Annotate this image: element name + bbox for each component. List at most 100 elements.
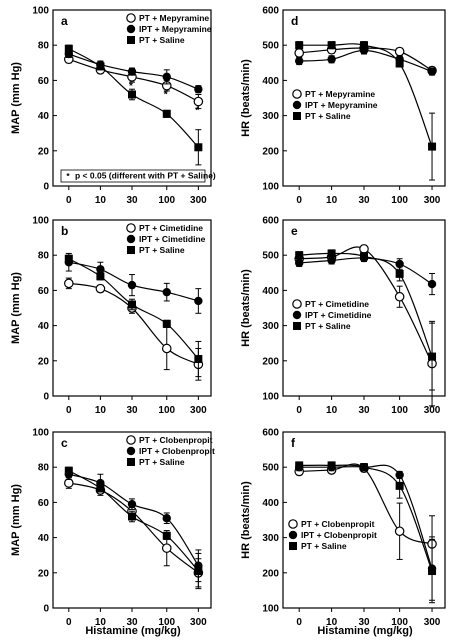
data-point — [162, 319, 171, 328]
x-tick-label: 30 — [358, 617, 370, 628]
y-tick-label: 500 — [262, 41, 279, 52]
x-tick-label: 0 — [66, 617, 72, 628]
x-tick-label: 10 — [326, 195, 338, 206]
data-point — [327, 461, 336, 470]
data-point — [327, 249, 336, 258]
chart-panel-c: 0 20 40 60 80 100 0 10 30 100 300 MAP (mm Hg) c PT + … — [10, 428, 215, 629]
y-tick-label: 100 — [32, 6, 49, 17]
y-tick-label: 0 — [43, 182, 49, 193]
y-tick-label: 600 — [262, 428, 279, 439]
series-circle-open — [64, 477, 204, 588]
x-tick-label: 10 — [326, 617, 338, 628]
data-point — [295, 461, 304, 470]
panel-label: a — [61, 14, 68, 28]
y-tick-label: 40 — [38, 321, 50, 332]
y-tick-label: 500 — [262, 251, 279, 262]
data-point — [96, 265, 105, 274]
y-tick-label: 200 — [262, 568, 279, 579]
chart-panel-a: 0 20 40 60 80 100 0 10 30 100 300 MAP (mm Hg) a PT + … — [10, 6, 216, 207]
data-point — [395, 269, 404, 278]
legend-label: PT + Saline — [139, 245, 185, 255]
legend-label: PT + Mepyramine — [305, 89, 375, 99]
data-point — [327, 41, 336, 50]
data-point — [162, 531, 171, 540]
y-tick-label: 80 — [38, 463, 50, 474]
x-tick-label: 300 — [190, 617, 207, 628]
panel-label: e — [291, 224, 298, 238]
data-point — [162, 514, 171, 523]
footnote-symbol: * — [66, 171, 70, 181]
y-tick-label: 600 — [262, 216, 279, 227]
legend-label: IPT + Mepyramine — [139, 24, 212, 34]
footnote-box — [60, 169, 206, 183]
data-point — [194, 85, 203, 94]
x-tick-label: 300 — [424, 405, 441, 416]
data-point — [64, 478, 74, 488]
y-tick-label: 300 — [262, 533, 279, 544]
y-tick-label: 40 — [38, 533, 50, 544]
data-point — [295, 258, 304, 268]
x-tick-label: 0 — [66, 195, 72, 206]
significance-asterisk: * — [164, 90, 168, 101]
series-square-filled — [64, 254, 203, 378]
data-point — [428, 567, 437, 576]
series-square-filled — [64, 44, 203, 166]
data-point — [295, 41, 304, 50]
y-tick-label: 80 — [38, 41, 50, 52]
y-tick-label: 0 — [43, 604, 49, 615]
data-point — [127, 499, 137, 509]
y-tick-label: 200 — [262, 146, 279, 157]
data-point — [128, 90, 136, 99]
data-point — [194, 355, 203, 364]
data-point — [194, 143, 203, 152]
data-point — [360, 252, 368, 261]
x-tick-label: 30 — [126, 405, 138, 416]
series-square-filled — [295, 249, 437, 391]
panel-label: d — [291, 14, 298, 28]
data-point — [360, 463, 368, 472]
y-tick-label: 300 — [262, 321, 279, 332]
legend-label: PT + Mepyramine — [139, 13, 209, 23]
legend-marker — [288, 519, 298, 529]
legend-label: IPT + Clobenpropit — [139, 446, 215, 456]
y-tick-label: 80 — [38, 251, 50, 262]
x-tick-label: 0 — [296, 405, 302, 416]
significance-asterisk: * — [129, 81, 133, 92]
y-tick-label: 300 — [262, 111, 279, 122]
y-tick-label: 400 — [262, 76, 279, 87]
data-point — [64, 44, 73, 53]
chart-panel-e: 100 200 300 400 500 600 0 10 30 100 300 HR (beats/m… — [240, 216, 446, 416]
data-point — [294, 48, 304, 58]
chart-panel-f: 100 200 300 400 500 600 0 10 30 100 300 HR (beats/m… — [240, 428, 446, 628]
x-tick-label: 300 — [424, 617, 441, 628]
series-square-filled — [295, 41, 437, 181]
y-tick-label: 100 — [32, 216, 49, 227]
data-point — [427, 67, 437, 76]
series-circle-filled — [64, 49, 203, 94]
series-circle-open — [294, 463, 437, 573]
y-tick-label: 0 — [43, 392, 49, 403]
y-tick-label: 100 — [262, 604, 279, 615]
y-tick-label: 60 — [38, 286, 50, 297]
series-line — [68, 470, 199, 572]
x-tick-label: 100 — [391, 195, 408, 206]
data-point — [64, 254, 73, 263]
legend-label: IPT + Clobenpropit — [301, 530, 377, 540]
legend-label: PT + Cimetidine — [139, 223, 203, 233]
x-tick-label: 10 — [95, 617, 107, 628]
data-point — [194, 296, 203, 306]
x-axis-label-right: Histamine (mg/kg) — [317, 625, 413, 637]
y-tick-label: 400 — [262, 498, 279, 509]
x-tick-label: 30 — [358, 405, 370, 416]
legend-marker — [292, 89, 302, 99]
x-tick-label: 10 — [326, 405, 338, 416]
x-tick-label: 100 — [158, 617, 175, 628]
y-tick-label: 20 — [38, 146, 50, 157]
y-tick-label: 100 — [32, 428, 49, 439]
legend-marker — [127, 36, 135, 44]
legend-marker — [127, 246, 135, 254]
